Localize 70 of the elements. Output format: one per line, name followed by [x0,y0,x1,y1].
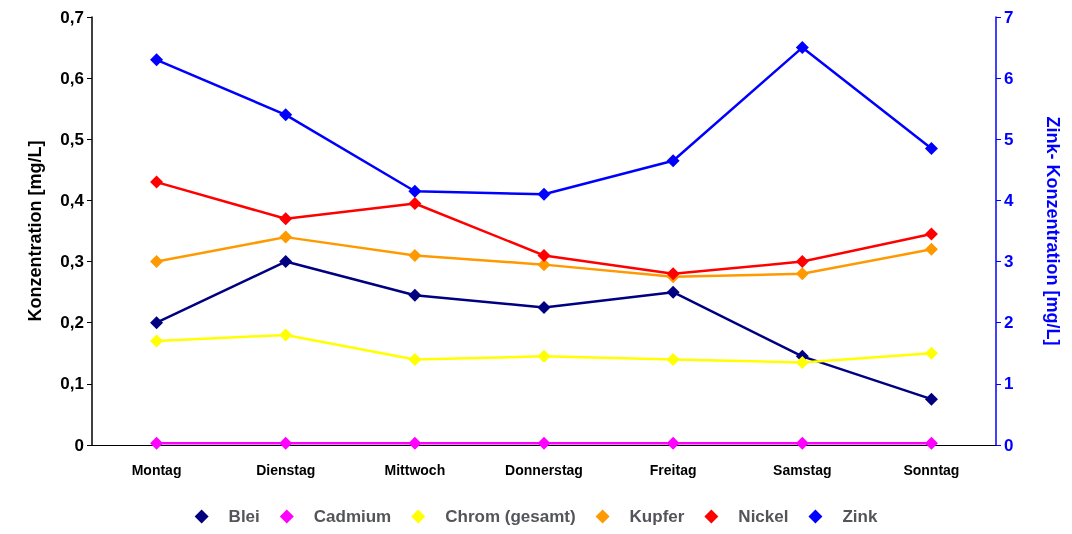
y2-axis-title: Zink- Konzentration [mg/L] [1043,116,1063,346]
point [795,355,809,369]
point [537,300,551,314]
y2-tick-label: 4 [1004,190,1014,210]
point [924,141,938,155]
y2-tick-label: 1 [1004,374,1014,394]
y2-tick-label: 3 [1004,252,1014,272]
point [924,227,938,241]
point [924,346,938,360]
y2-tick-label: 6 [1004,68,1014,88]
point [537,248,551,262]
y2-tick-label: 5 [1004,129,1014,149]
x-tick-label: Dienstag [256,462,316,478]
point [150,175,164,189]
x-tick-label: Donnerstag [505,462,583,478]
point [408,248,422,262]
point [279,108,293,122]
point [537,436,551,450]
point [537,187,551,201]
y2-tick-label: 7 [1004,7,1014,27]
point [795,255,809,269]
point [795,41,809,55]
y-axis-title: Konzentration [mg/L] [25,140,45,322]
point [150,436,164,450]
x-tick-label: Sonntag [903,462,960,478]
point [924,436,938,450]
point [408,436,422,450]
point [408,196,422,210]
y2-tick-label: 0 [1004,435,1014,455]
legend-label: Kupfer [629,507,685,526]
y-tick-label: 0,6 [60,68,84,88]
point [150,316,164,330]
point [279,230,293,244]
y-tick-label: 0,3 [60,252,84,272]
y-tick-label: 0,7 [60,7,84,27]
x-tick-label: Montag [131,462,182,478]
y2-tick-label: 2 [1004,313,1014,333]
point [924,242,938,256]
legend-label: Cadmium [313,507,392,526]
y-tick-label: 0,1 [60,374,84,394]
point [279,212,293,226]
point [150,334,164,348]
y-tick-label: 0,4 [60,190,85,210]
point [537,349,551,363]
legend-label: Chrom (gesamt) [445,507,576,526]
point [150,53,164,67]
point [666,352,680,366]
point [408,288,422,302]
point [150,255,164,269]
legend-label: Zink [842,507,878,526]
point [279,436,293,450]
x-tick-label: Mittwoch [384,462,446,478]
y-tick-label: 0 [74,435,84,455]
point [924,392,938,406]
point [408,352,422,366]
point [666,436,680,450]
point [279,255,293,269]
point [279,328,293,342]
x-tick-label: Freitag [649,462,697,478]
legend-label: Nickel [738,507,789,526]
point [666,154,680,168]
y-tick-label: 0,5 [60,129,84,149]
point [408,184,422,198]
legend-label: Blei [228,507,260,526]
point [795,436,809,450]
point [666,285,680,299]
point [795,267,809,281]
point [537,258,551,272]
x-tick-label: Samstag [773,462,832,478]
y-tick-label: 0,2 [60,313,84,333]
